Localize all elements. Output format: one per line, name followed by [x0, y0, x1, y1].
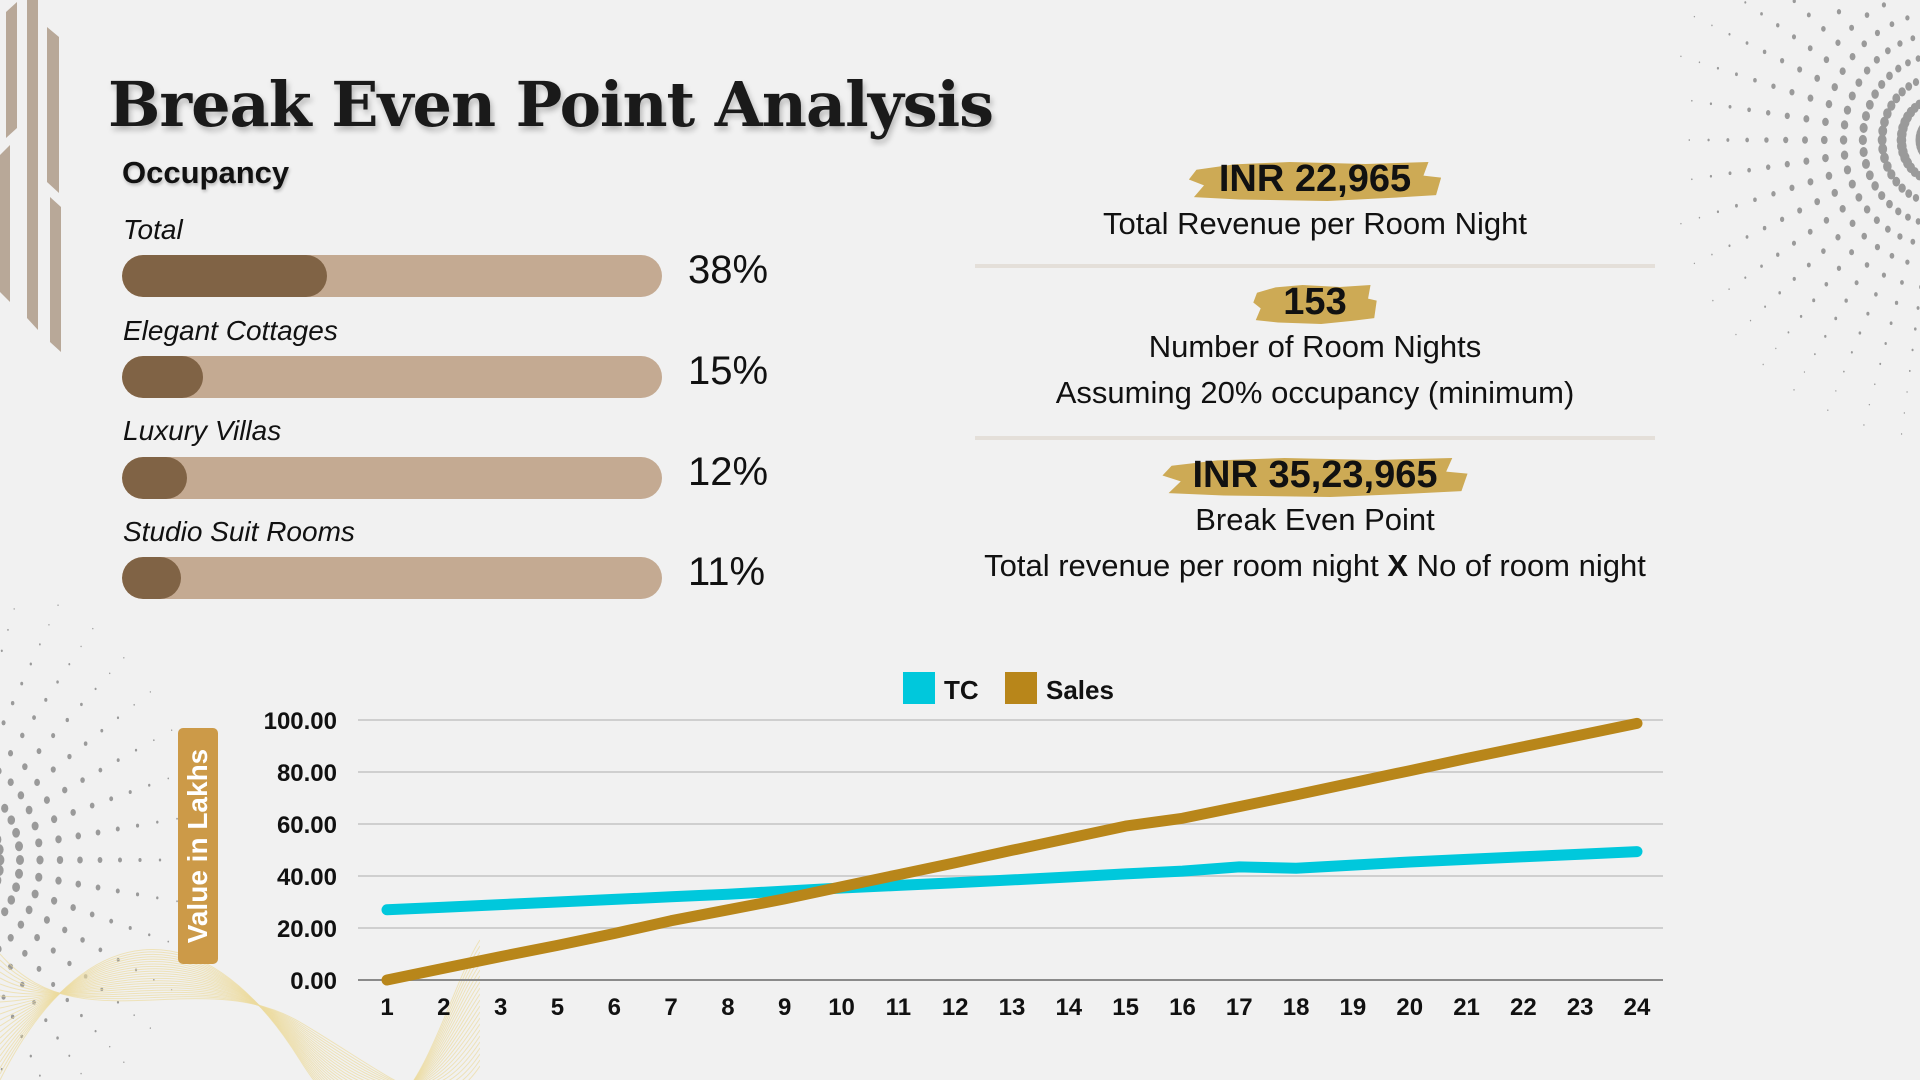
- y-tick-label: 40.00: [277, 864, 337, 891]
- x-tick-label: 19: [1340, 994, 1367, 1021]
- x-tick-label: 9: [778, 994, 791, 1021]
- formula-operator: X: [1387, 548, 1409, 583]
- kpi-break-even-point: INR 35,23,965 Break Even Point Total rev…: [960, 454, 1670, 589]
- legend-label-tc: TC: [944, 675, 979, 705]
- y-tick-label: 100.00: [264, 708, 337, 735]
- legend-label-sales: Sales: [1046, 675, 1114, 705]
- occupancy-percent-studio-suit-rooms: 11%: [688, 550, 766, 594]
- brush-highlight: [1188, 162, 1442, 201]
- kpi-room-nights: 153 Number of Room Nights Assuming 20% o…: [960, 281, 1670, 416]
- brush-highlight: [1162, 458, 1468, 497]
- occupancy-bar-fill: [122, 255, 328, 297]
- legend-swatch-tc: [903, 672, 935, 704]
- kpi-caption-note: Assuming 20% occupancy (minimum): [1055, 375, 1575, 410]
- x-tick-label: 12: [942, 994, 969, 1021]
- occupancy-bar-total: [122, 255, 662, 297]
- occupancy-percent-elegant-cottages: 15%: [688, 349, 769, 393]
- kpi-caption: Total Revenue per Room Night: [1103, 206, 1527, 241]
- occupancy-bar-luxury-villas: [122, 457, 662, 499]
- kpi-caption: Break Even Point: [1195, 502, 1435, 537]
- x-tick-label: 7: [664, 994, 677, 1021]
- kpi-value-highlight: INR 22,965: [1188, 158, 1442, 201]
- chart-legend: TC Sales: [903, 672, 1114, 705]
- x-tick-label: 1: [380, 994, 393, 1021]
- x-tick-label: 16: [1169, 994, 1196, 1021]
- kpi-revenue-per-room-night: INR 22,965 Total Revenue per Room Night: [960, 158, 1670, 247]
- x-tick-label: 17: [1226, 994, 1253, 1021]
- kpi-caption: Number of Room Nights: [1148, 329, 1482, 364]
- series-line-sales: [381, 717, 1643, 986]
- y-axis-ticks: 0.00 20.00 40.00 60.00 80.00 100.00: [264, 708, 337, 995]
- x-tick-label: 24: [1624, 994, 1651, 1021]
- page-title: Break Even Point Analysis: [108, 68, 994, 141]
- x-tick-label: 8: [721, 994, 734, 1021]
- formula-right: No of room night: [1408, 548, 1646, 583]
- x-tick-label: 21: [1453, 994, 1480, 1021]
- x-tick-label: 2: [437, 994, 450, 1021]
- x-axis-ticks: 1 2 3 5 6 7 8 9 10 11 12 13 14 15 16 17 18 19 20 21 22 23 24: [380, 994, 1651, 1021]
- x-tick-label: 11: [886, 994, 911, 1021]
- occupancy-label-total: Total: [123, 214, 183, 245]
- brush-highlight: [1253, 285, 1377, 324]
- occupancy-bar-elegant-cottages: [122, 356, 662, 398]
- x-tick-label: 18: [1283, 994, 1310, 1021]
- x-tick-label: 15: [1112, 994, 1139, 1021]
- kpi-formula: Total revenue per room night X No of roo…: [960, 543, 1670, 589]
- x-tick-label: 13: [999, 994, 1026, 1021]
- occupancy-heading: Occupancy: [122, 155, 290, 190]
- occupancy-bar-fill: [122, 457, 187, 499]
- x-tick-label: 3: [494, 994, 507, 1021]
- occupancy-label-elegant-cottages: Elegant Cottages: [123, 315, 338, 346]
- y-tick-label: 0.00: [290, 968, 337, 995]
- y-tick-label: 20.00: [277, 916, 337, 943]
- kpi-value-highlight: INR 35,23,965: [1162, 454, 1468, 497]
- y-axis-label: Value in Lakhs: [178, 728, 218, 964]
- x-tick-label: 20: [1396, 994, 1423, 1021]
- occupancy-bar-fill: [122, 557, 182, 599]
- x-tick-label: 10: [828, 994, 855, 1021]
- occupancy-bar-studio-suit-rooms: [122, 557, 662, 599]
- chart-series: [381, 717, 1643, 986]
- x-tick-label: 6: [608, 994, 621, 1021]
- x-tick-label: 23: [1567, 994, 1594, 1021]
- formula-left: Total revenue per room night: [984, 548, 1388, 583]
- occupancy-label-luxury-villas: Luxury Villas: [123, 415, 282, 446]
- legend-swatch-sales: [1005, 672, 1037, 704]
- occupancy-percent-total: 38%: [688, 248, 769, 292]
- occupancy-bar-fill: [122, 356, 203, 398]
- occupancy-label-studio-suit-rooms: Studio Suit Rooms: [123, 516, 355, 547]
- y-tick-label: 60.00: [277, 812, 337, 839]
- divider: [975, 436, 1655, 440]
- kpi-value: INR 22,965: [1218, 158, 1412, 200]
- x-tick-label: 14: [1055, 994, 1082, 1021]
- y-tick-label: 80.00: [277, 760, 337, 787]
- divider: [975, 264, 1655, 268]
- x-tick-label: 5: [551, 994, 564, 1021]
- occupancy-percent-luxury-villas: 12%: [688, 450, 769, 494]
- kpi-value: INR 35,23,965: [1192, 454, 1438, 496]
- series-line-tc: [381, 846, 1643, 916]
- kpi-value-highlight: 153: [1253, 281, 1377, 324]
- x-tick-label: 22: [1510, 994, 1537, 1021]
- kpi-value: 153: [1283, 281, 1347, 323]
